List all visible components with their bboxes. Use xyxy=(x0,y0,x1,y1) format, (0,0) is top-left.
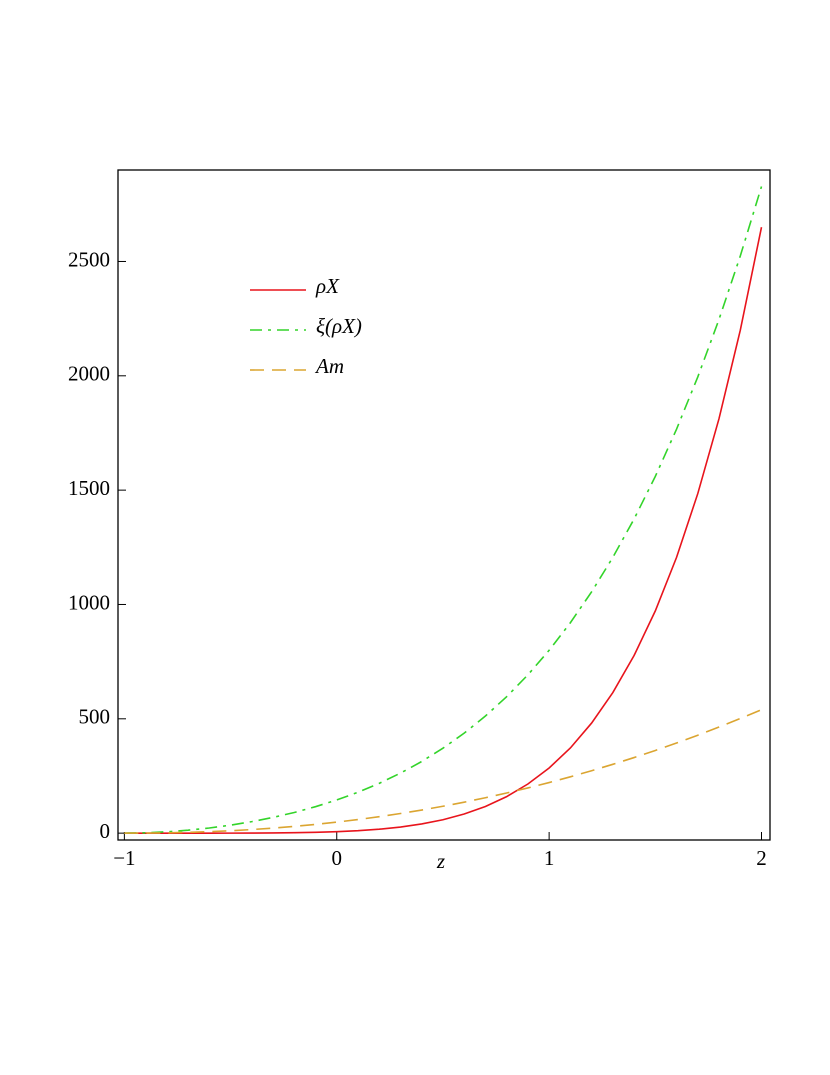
legend-label: ρX xyxy=(315,274,340,298)
x-tick-label: 2 xyxy=(756,846,767,870)
y-tick-label: 1000 xyxy=(68,590,110,614)
series-line xyxy=(124,708,762,834)
legend-label: Am xyxy=(314,354,344,378)
series-line xyxy=(124,227,763,834)
y-tick-label: 1500 xyxy=(68,476,110,500)
y-tick-label: 2500 xyxy=(68,247,110,271)
legend-label: ξ(ρX) xyxy=(316,314,362,338)
x-tick-label: 0 xyxy=(331,846,342,870)
y-tick-label: 0 xyxy=(100,819,111,843)
plot-frame xyxy=(117,169,771,841)
y-tick-label: 500 xyxy=(79,705,111,729)
y-tick-label: 2000 xyxy=(68,362,110,386)
x-tick-label: −1 xyxy=(113,846,135,870)
series-line xyxy=(124,186,763,834)
x-tick-label: 1 xyxy=(544,846,555,870)
x-axis-label: z xyxy=(436,849,445,873)
